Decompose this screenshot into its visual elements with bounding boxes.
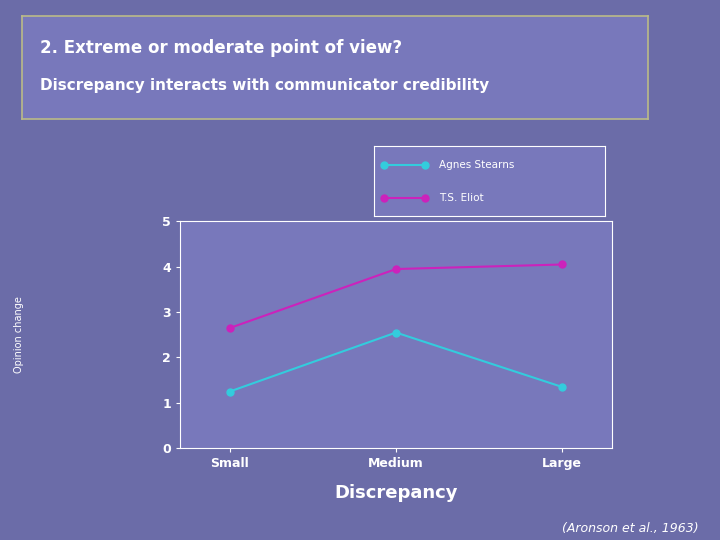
Text: (Aronson et al., 1963): (Aronson et al., 1963) [562, 522, 698, 535]
Text: Agnes Stearns: Agnes Stearns [439, 160, 514, 171]
Text: Discrepancy interacts with communicator credibility: Discrepancy interacts with communicator … [40, 78, 490, 93]
Text: T.S. Eliot: T.S. Eliot [439, 193, 484, 204]
Text: 2. Extreme or moderate point of view?: 2. Extreme or moderate point of view? [40, 39, 402, 57]
Text: Discrepancy: Discrepancy [334, 484, 458, 502]
Text: Opinion change: Opinion change [14, 296, 24, 373]
